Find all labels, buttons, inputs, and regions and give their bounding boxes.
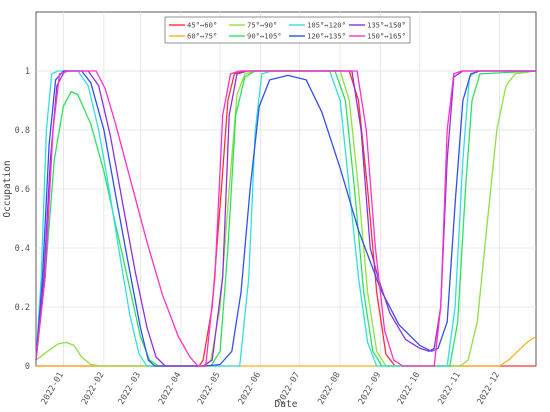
series-line [35, 70, 536, 367]
legend-label: 105°↔120° [307, 21, 346, 30]
series-lines [35, 70, 537, 367]
legend-label: 135°↔150° [367, 21, 406, 30]
x-tick-label: 2022-05 [196, 371, 223, 407]
legend-label: 90°↔105° [247, 32, 282, 41]
x-axis-label: Date [275, 399, 298, 410]
legend-label: 45°↔60° [187, 21, 217, 30]
x-tick-label: 2022-12 [475, 371, 502, 407]
y-tick-labels: 0 0.2 0.4 0.6 0.8 1 [15, 67, 30, 372]
series-line [35, 70, 536, 367]
legend-label: 150°↔165° [367, 32, 406, 41]
x-tick-label: 2022-04 [157, 371, 184, 407]
x-tick-label: 2022-01 [39, 371, 66, 407]
x-tick-label: 2022-02 [80, 371, 107, 407]
y-tick-label: 1 [25, 67, 30, 77]
y-tick-label: 0.8 [15, 126, 30, 136]
x-tick-label: 2022-03 [116, 371, 143, 407]
x-tick-label: 2022-10 [396, 371, 423, 407]
y-tick-label: 0.6 [15, 185, 30, 195]
x-tick-label: 2022-06 [237, 371, 264, 407]
legend-label: 60°↔75° [187, 32, 217, 41]
series-line [35, 70, 537, 367]
y-axis-label: Occupation [2, 160, 13, 217]
x-tick-label: 2022-09 [357, 371, 384, 407]
series-line [35, 70, 536, 367]
x-tick-label: 2022-11 [436, 371, 463, 407]
y-tick-label: 0.2 [15, 303, 30, 313]
legend-label: 120°↔135° [307, 32, 346, 41]
x-tick-label: 2022-08 [316, 371, 343, 407]
y-tick-label: 0.4 [15, 244, 30, 254]
legend-box [164, 16, 411, 44]
legend: 45°↔60° 60°↔75° 75°↔90° 90°↔105° 105°↔120° 12… [164, 16, 411, 44]
y-tick-label: 0 [25, 362, 30, 372]
x-tick-labels: 2022-01 2022-02 2022-03 2022-04 2022-05 2022-… [39, 371, 502, 407]
legend-label: 75°↔90° [247, 21, 277, 30]
